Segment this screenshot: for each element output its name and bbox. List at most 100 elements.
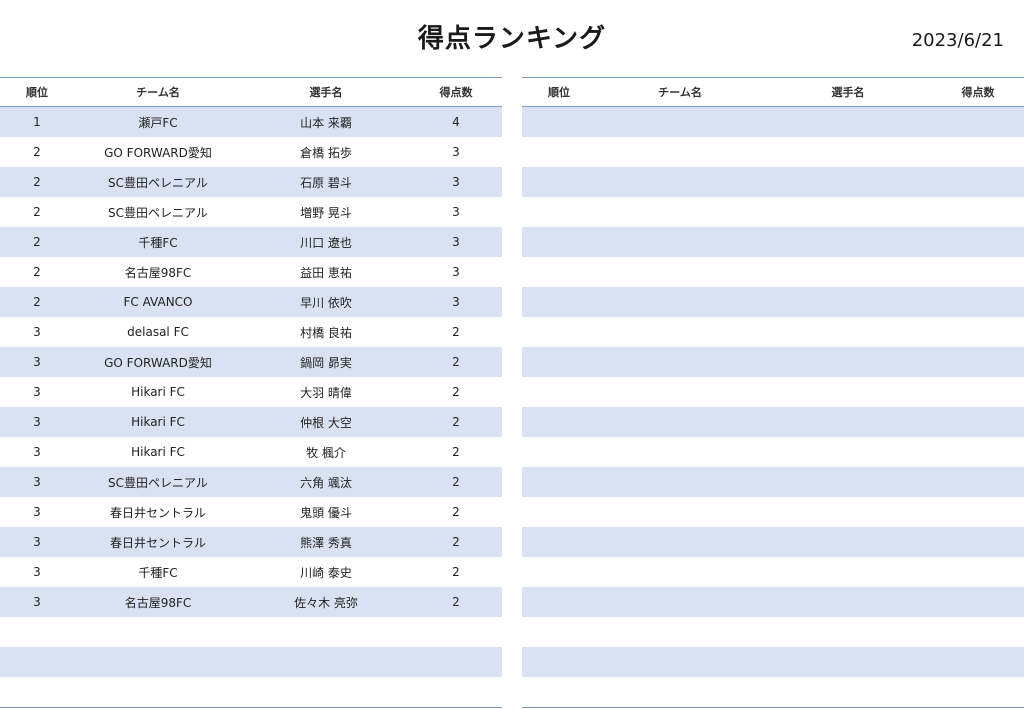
table-row: 1 瀬戸FC 山本 来覇 4: [0, 106, 502, 137]
cell-rank: [522, 227, 596, 257]
table-row: 3 SC豊田ペレニアル 六角 颯汰 2: [0, 467, 502, 497]
cell-goals: 2: [410, 557, 502, 587]
table-row: [522, 377, 1024, 407]
ranking-table-right: 順位 チーム名 選手名 得点数: [522, 77, 1024, 708]
cell-team: 春日井セントラル: [74, 527, 242, 557]
cell-rank: [522, 647, 596, 677]
cell-player: 村橋 良祐: [242, 317, 410, 347]
table-row: [522, 647, 1024, 677]
cell-goals: [932, 677, 1024, 708]
cell-goals: [932, 527, 1024, 557]
cell-rank: 3: [0, 467, 74, 497]
cell-team: [596, 287, 764, 317]
cell-goals: 2: [410, 467, 502, 497]
page-title: 得点ランキング: [417, 24, 607, 54]
cell-rank: [522, 137, 596, 167]
table-row: 3 delasal FC 村橋 良祐 2: [0, 317, 502, 347]
table-row: [0, 647, 502, 677]
cell-goals: [932, 137, 1024, 167]
cell-team: [596, 257, 764, 287]
cell-player: 熊澤 秀真: [242, 527, 410, 557]
cell-rank: 3: [0, 377, 74, 407]
table-row: [522, 287, 1024, 317]
table-row: 2 千種FC 川口 遼也 3: [0, 227, 502, 257]
cell-player: [242, 617, 410, 647]
cell-team: [596, 557, 764, 587]
table-row: [522, 617, 1024, 647]
cell-rank: 2: [0, 137, 74, 167]
table-row: 3 Hikari FC 牧 楓介 2: [0, 437, 502, 467]
cell-player: 石原 碧斗: [242, 167, 410, 197]
table-row: [522, 527, 1024, 557]
cell-goals: [410, 677, 502, 708]
cell-rank: 3: [0, 317, 74, 347]
cell-goals: 2: [410, 497, 502, 527]
cell-rank: [522, 677, 596, 708]
cell-player: [764, 197, 932, 227]
cell-team: 春日井セントラル: [74, 497, 242, 527]
cell-team: [596, 587, 764, 617]
cell-team: [596, 377, 764, 407]
cell-rank: [522, 407, 596, 437]
column-header-player: 選手名: [764, 77, 932, 107]
cell-player: [764, 287, 932, 317]
cell-rank: [522, 287, 596, 317]
cell-player: [764, 137, 932, 167]
cell-rank: [522, 557, 596, 587]
cell-team: 名古屋98FC: [74, 587, 242, 617]
cell-team: [596, 347, 764, 377]
cell-goals: [932, 167, 1024, 197]
cell-goals: [410, 617, 502, 647]
cell-rank: [522, 497, 596, 527]
cell-player: [764, 227, 932, 257]
cell-player: 増野 晃斗: [242, 197, 410, 227]
cell-team: [74, 617, 242, 647]
cell-team: [596, 197, 764, 227]
column-header-team: チーム名: [596, 77, 764, 107]
cell-rank: [522, 437, 596, 467]
cell-goals: 3: [410, 227, 502, 257]
cell-team: [596, 137, 764, 167]
table-header-row: 順位 チーム名 選手名 得点数: [0, 77, 502, 107]
cell-goals: 3: [410, 287, 502, 317]
cell-team: [596, 167, 764, 197]
cell-goals: 2: [410, 587, 502, 617]
table-row: 3 千種FC 川崎 泰史 2: [0, 557, 502, 587]
cell-rank: [522, 197, 596, 227]
cell-player: [764, 467, 932, 497]
cell-team: [596, 407, 764, 437]
table-row: [522, 197, 1024, 227]
cell-rank: 3: [0, 347, 74, 377]
cell-player: [764, 167, 932, 197]
cell-player: 早川 依吹: [242, 287, 410, 317]
cell-player: [764, 557, 932, 587]
cell-team: [596, 527, 764, 557]
table-row: [522, 497, 1024, 527]
cell-goals: [932, 317, 1024, 347]
cell-player: [764, 377, 932, 407]
table-row: [0, 677, 502, 708]
table-row: 3 名古屋98FC 佐々木 亮弥 2: [0, 587, 502, 617]
cell-team: Hikari FC: [74, 407, 242, 437]
cell-rank: [522, 467, 596, 497]
cell-team: 名古屋98FC: [74, 257, 242, 287]
cell-rank: [0, 677, 74, 708]
cell-goals: [932, 287, 1024, 317]
report-date: 2023/6/21: [911, 30, 1004, 51]
ranking-table-left: 順位 チーム名 選手名 得点数 1 瀬戸FC 山本 来覇 4 2 GO FORWARD愛知…: [0, 77, 502, 708]
cell-player: 鍋岡 昴実: [242, 347, 410, 377]
cell-rank: 3: [0, 407, 74, 437]
cell-goals: 3: [410, 137, 502, 167]
table-row: 2 SC豊田ペレニアル 増野 晃斗 3: [0, 197, 502, 227]
cell-goals: 2: [410, 407, 502, 437]
cell-goals: [932, 437, 1024, 467]
cell-player: 牧 楓介: [242, 437, 410, 467]
cell-rank: [522, 377, 596, 407]
column-header-rank: 順位: [0, 77, 74, 107]
cell-team: SC豊田ペレニアル: [74, 467, 242, 497]
cell-player: [764, 647, 932, 677]
cell-player: [764, 106, 932, 137]
cell-rank: [522, 347, 596, 377]
table-row: 3 GO FORWARD愛知 鍋岡 昴実 2: [0, 347, 502, 377]
cell-goals: 3: [410, 197, 502, 227]
